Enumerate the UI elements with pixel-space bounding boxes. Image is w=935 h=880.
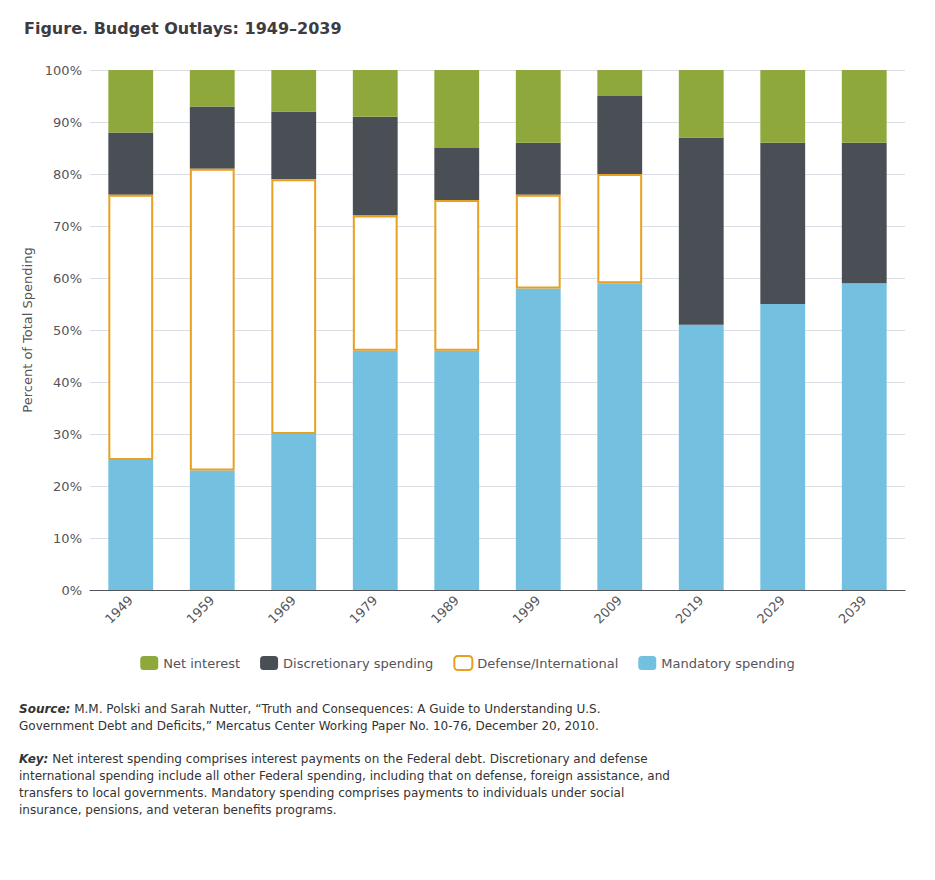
svg-text:1979: 1979 <box>347 593 381 627</box>
svg-text:20%: 20% <box>53 479 82 494</box>
svg-text:60%: 60% <box>53 271 82 286</box>
svg-text:Net interest spending comprise: Net interest spending comprises interest… <box>48 752 647 766</box>
svg-text:insurance, pensions, and veter: insurance, pensions, and veteran benefit… <box>19 803 337 817</box>
svg-text:100%: 100% <box>45 63 82 78</box>
svg-text:Government Debt and Deficits,”: Government Debt and Deficits,” Mercatus … <box>19 719 599 733</box>
svg-text:30%: 30% <box>53 427 82 442</box>
svg-text:Percent of Total Spending: Percent of Total Spending <box>20 247 35 412</box>
svg-text:70%: 70% <box>53 219 82 234</box>
svg-text:1989: 1989 <box>428 593 462 627</box>
svg-text:Key:: Key: <box>19 752 48 766</box>
svg-text:90%: 90% <box>53 115 82 130</box>
svg-text:80%: 80% <box>53 167 82 182</box>
svg-text:international spending include: international spending include all other… <box>19 769 670 783</box>
svg-text:Discretionary spending: Discretionary spending <box>283 656 433 671</box>
svg-text:40%: 40% <box>53 375 82 390</box>
svg-text:Source:: Source: <box>19 702 70 716</box>
svg-text:2029: 2029 <box>754 593 788 627</box>
svg-text:Defense/International: Defense/International <box>477 656 618 671</box>
svg-text:0%: 0% <box>61 583 82 598</box>
svg-text:1949: 1949 <box>102 593 136 627</box>
svg-text:Figure. Budget Outlays: 1949–2: Figure. Budget Outlays: 1949–2039 <box>24 19 342 38</box>
svg-text:2039: 2039 <box>836 593 870 627</box>
svg-text:1999: 1999 <box>510 593 544 627</box>
svg-text:50%: 50% <box>53 323 82 338</box>
svg-text:1969: 1969 <box>265 593 299 627</box>
svg-text:transfers to local governments: transfers to local governments. Mandator… <box>19 786 624 800</box>
svg-text:10%: 10% <box>53 531 82 546</box>
svg-text:2009: 2009 <box>591 593 625 627</box>
svg-text:Net interest: Net interest <box>163 656 240 671</box>
svg-text:1959: 1959 <box>184 593 218 627</box>
svg-text:M.M. Polski and Sarah Nutter,: M.M. Polski and Sarah Nutter, “Truth and… <box>70 702 600 716</box>
svg-text:2019: 2019 <box>673 593 707 627</box>
svg-text:Mandatory spending: Mandatory spending <box>661 656 794 671</box>
